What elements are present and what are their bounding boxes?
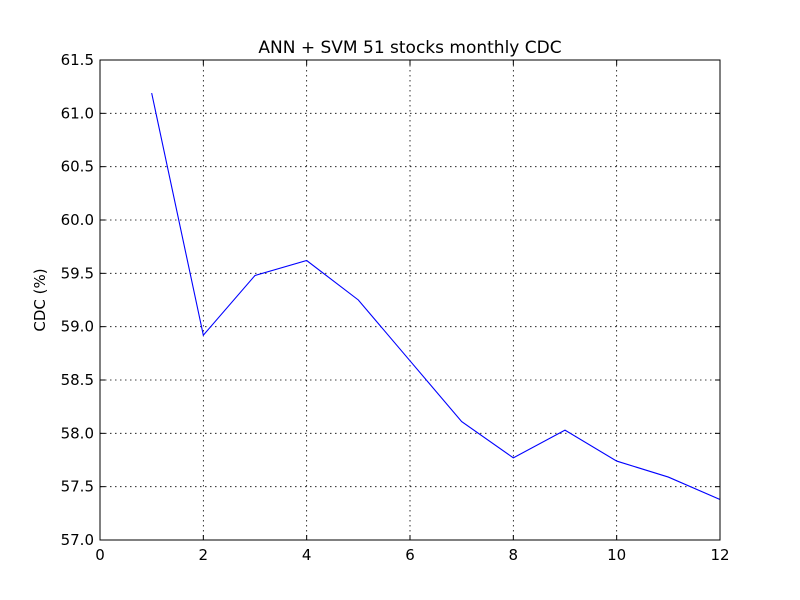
y-tick-label: 57.5 xyxy=(61,478,94,496)
y-tick-label: 57.0 xyxy=(61,531,94,549)
y-tick-label: 61.0 xyxy=(61,104,94,122)
y-tick-label: 60.0 xyxy=(61,211,94,229)
x-tick-label: 12 xyxy=(710,546,729,564)
y-tick-label: 58.5 xyxy=(61,371,94,389)
y-axis-label: CDC (%) xyxy=(31,268,49,331)
x-tick-label: 8 xyxy=(509,546,519,564)
x-tick-label: 0 xyxy=(95,546,105,564)
y-tick-label: 60.5 xyxy=(61,158,94,176)
x-tick-label: 10 xyxy=(607,546,626,564)
y-tick-label: 61.5 xyxy=(61,51,94,69)
y-tick-label: 58.0 xyxy=(61,424,94,442)
chart-title: ANN + SVM 51 stocks monthly CDC xyxy=(258,38,561,58)
x-tick-label: 4 xyxy=(302,546,312,564)
x-tick-label: 6 xyxy=(405,546,415,564)
x-tick-label: 2 xyxy=(199,546,209,564)
data-series xyxy=(151,92,721,500)
x-tick-labels: 0 2 4 6 8 10 12 xyxy=(95,546,729,564)
series-line xyxy=(151,92,721,500)
grid xyxy=(100,60,720,540)
y-tick-label: 59.0 xyxy=(61,318,94,336)
y-tick-labels: 57.0 57.5 58.0 58.5 59.0 59.5 60.0 60.5 61.0 61.5 xyxy=(61,51,94,549)
axis-ticks xyxy=(99,59,721,541)
y-tick-label: 59.5 xyxy=(61,264,94,282)
